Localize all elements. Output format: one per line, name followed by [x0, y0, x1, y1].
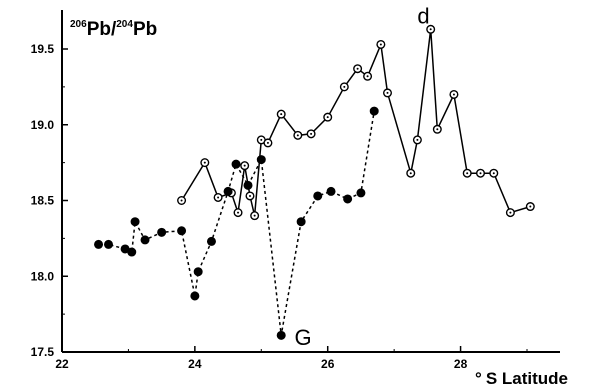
series-2-point	[130, 217, 140, 227]
ticks: 22 24 26 28 17.5 18.0 18.5 19.0 19.5	[31, 42, 528, 371]
series-2-point	[223, 186, 233, 196]
x-tick-label: 24	[188, 357, 202, 371]
series-1-point-center	[379, 43, 382, 46]
series-2-point	[193, 267, 203, 277]
series-1-point-center	[266, 141, 269, 144]
x-label-degree: °	[475, 369, 482, 388]
series-1-point-center	[436, 128, 439, 131]
x-tick-label: 22	[55, 357, 69, 371]
series-1-point-center	[296, 134, 299, 137]
series-1-point-center	[509, 211, 512, 214]
series-1-point-center	[180, 199, 183, 202]
series-1-point-center	[466, 172, 469, 175]
series-1-point-center	[356, 67, 359, 70]
series-1-point-center	[310, 132, 313, 135]
series-1-point-center	[248, 194, 251, 197]
series-2-point	[206, 236, 216, 246]
x-label-text: S Latitude	[486, 369, 568, 388]
series-1-point-center	[243, 164, 246, 167]
series-1-point-center	[429, 28, 432, 31]
annotation-d: d	[417, 4, 429, 29]
series-1-point-center	[326, 116, 329, 119]
series-2-point	[94, 239, 104, 249]
series-2-line	[98, 110, 375, 336]
series-1-point-center	[237, 211, 240, 214]
series-2-point	[313, 191, 323, 201]
series-1-point-center	[479, 172, 482, 175]
y-label-sup-2: 204	[116, 19, 133, 30]
series-2-point	[140, 235, 150, 245]
series-2-point	[296, 217, 306, 227]
series-2-point	[256, 155, 266, 165]
x-tick-label: 26	[321, 357, 335, 371]
series-2-point	[177, 226, 187, 236]
series-1-point-center	[409, 172, 412, 175]
series-1-point-center	[452, 93, 455, 96]
series-2-point	[127, 247, 137, 257]
series-1-line	[180, 29, 531, 216]
series-2-point	[326, 186, 336, 196]
series-1-point-center	[343, 85, 346, 88]
y-label-sup-1: 206	[70, 19, 87, 30]
y-tick-label: 19.5	[31, 42, 55, 56]
y-label-part-2: Pb	[133, 19, 157, 40]
series-lines	[98, 29, 531, 336]
x-axis-label: ° S Latitude	[475, 369, 568, 388]
series-1-point-center	[217, 196, 220, 199]
series-1-point-center	[529, 205, 532, 208]
series-2-point	[190, 291, 200, 301]
y-label-part-1: Pb/	[87, 19, 117, 40]
y-tick-label: 18.5	[31, 194, 55, 208]
series-1-point-center	[280, 113, 283, 116]
axes	[61, 10, 560, 353]
series-1-point-center	[366, 75, 369, 78]
series-1-point-center	[203, 161, 206, 164]
series-2-point	[243, 180, 253, 190]
series-2-point	[276, 330, 286, 340]
series-2-point	[231, 159, 241, 169]
series-2-point	[157, 227, 167, 237]
series-2-point	[343, 194, 353, 204]
y-tick-label: 18.0	[31, 269, 55, 283]
series-1-point-center	[386, 91, 389, 94]
y-tick-label: 17.5	[31, 345, 55, 359]
y-axis-label: 206Pb/204Pb	[70, 19, 157, 40]
series-points	[94, 24, 535, 340]
series-2-point	[356, 188, 366, 198]
series-1-point-center	[492, 172, 495, 175]
annotations: dG	[295, 4, 430, 350]
x-tick-label: 28	[454, 357, 468, 371]
series-1-point-center	[416, 138, 419, 141]
y-tick-label: 19.0	[31, 118, 55, 132]
series-2-point	[369, 106, 379, 116]
series-1-point-center	[260, 138, 263, 141]
annotation-G: G	[295, 325, 312, 350]
series-1-point-center	[253, 214, 256, 217]
series-2-point	[104, 239, 113, 249]
